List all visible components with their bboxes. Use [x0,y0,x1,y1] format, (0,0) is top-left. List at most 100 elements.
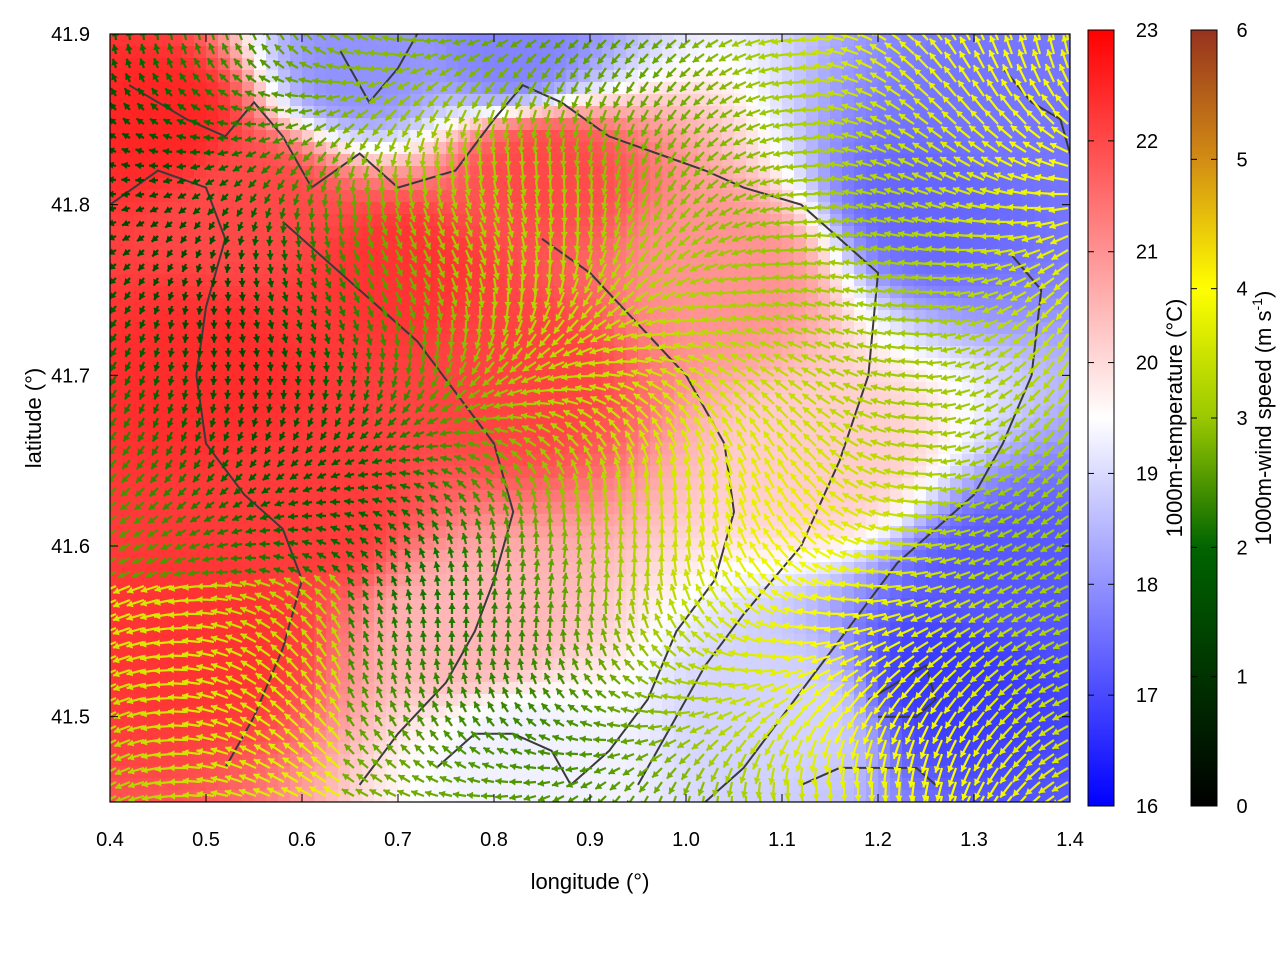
heatmap-cell [170,574,183,587]
heatmap-cell [314,238,327,251]
heatmap-cell [926,250,939,263]
heatmap-cell [602,58,615,71]
heatmap-cell [842,94,855,107]
heatmap-cell [542,178,555,191]
heatmap-cell [182,610,195,623]
heatmap-cell [974,370,987,383]
heatmap-cell [230,310,243,323]
heatmap-cell [278,94,291,107]
heatmap-cell [290,34,303,47]
heatmap-cell [626,538,639,551]
heatmap-cell [590,106,603,119]
heatmap-cell [698,34,711,47]
heatmap-cell [890,454,903,467]
heatmap-cell [266,94,279,107]
heatmap-cell [986,238,999,251]
heatmap-cell [398,778,411,791]
heatmap-cell [914,358,927,371]
heatmap-cell [806,250,819,263]
heatmap-cell [890,394,903,407]
heatmap-cell [170,214,183,227]
heatmap-cell [974,514,987,527]
heatmap-cell [518,286,531,299]
heatmap-cell [794,82,807,95]
heatmap-cell [506,754,519,767]
heatmap-cell [230,94,243,107]
heatmap-cell [326,70,339,83]
heatmap-cell [158,358,171,371]
heatmap-cell [182,82,195,95]
heatmap-cell [302,82,315,95]
heatmap-cell [542,598,555,611]
heatmap-cell [698,298,711,311]
heatmap-cell [890,502,903,515]
heatmap-cell [230,34,243,47]
heatmap-cell [206,310,219,323]
heatmap-cell [374,346,387,359]
heatmap-cell [254,190,267,203]
heatmap-cell [542,46,555,59]
heatmap-cell [1058,730,1070,743]
heatmap-cell [494,622,507,635]
heatmap-cell [1022,550,1035,563]
heatmap-cell [1022,82,1035,95]
heatmap-cell [734,58,747,71]
heatmap-cell [170,406,183,419]
heatmap-cell [770,238,783,251]
heatmap-cell [1010,34,1023,47]
heatmap-cell [890,94,903,107]
heatmap-cell [806,82,819,95]
heatmap-cell [206,94,219,107]
heatmap-cell [206,154,219,167]
heatmap-cell [770,658,783,671]
heatmap-cell [266,82,279,95]
heatmap-cell [542,526,555,539]
heatmap-cell [146,658,159,671]
heatmap-cell [674,34,687,47]
heatmap-cell [422,538,435,551]
heatmap-cell [386,622,399,635]
heatmap-cell [398,538,411,551]
heatmap-cell [614,46,627,59]
heatmap-cell [206,382,219,395]
heatmap-cell [410,586,423,599]
heatmap-cell [602,70,615,83]
heatmap-cell [890,250,903,263]
heatmap-cell [518,70,531,83]
heatmap-cell [326,202,339,215]
heatmap-cell [242,418,255,431]
heatmap-cell [110,34,123,47]
heatmap-cell [314,334,327,347]
heatmap-cell [170,46,183,59]
heatmap-cell [998,214,1011,227]
heatmap-cell [506,46,519,59]
heatmap-cell [746,658,759,671]
heatmap-cell [482,94,495,107]
heatmap-cell [482,622,495,635]
heatmap-cell [950,130,963,143]
heatmap-cell [386,586,399,599]
heatmap-cell [170,430,183,443]
heatmap-cell [578,46,591,59]
heatmap-cell [350,538,363,551]
heatmap-cell [182,94,195,107]
heatmap-cell [410,58,423,71]
heatmap-cell [710,46,723,59]
heatmap-cell [170,70,183,83]
heatmap-cell [290,358,303,371]
heatmap-cell [446,766,459,779]
heatmap-cell [926,466,939,479]
heatmap-cell [242,34,255,47]
heatmap-cell [410,94,423,107]
heatmap-cell [914,250,927,263]
heatmap-cell [266,394,279,407]
heatmap-cell [434,106,447,119]
heatmap-cell [326,394,339,407]
heatmap-cell [458,622,471,635]
heatmap-cell [350,466,363,479]
heatmap-cell [158,382,171,395]
heatmap-cell [374,70,387,83]
heatmap-cell [542,262,555,275]
heatmap-cell [446,706,459,719]
heatmap-cell [518,622,531,635]
